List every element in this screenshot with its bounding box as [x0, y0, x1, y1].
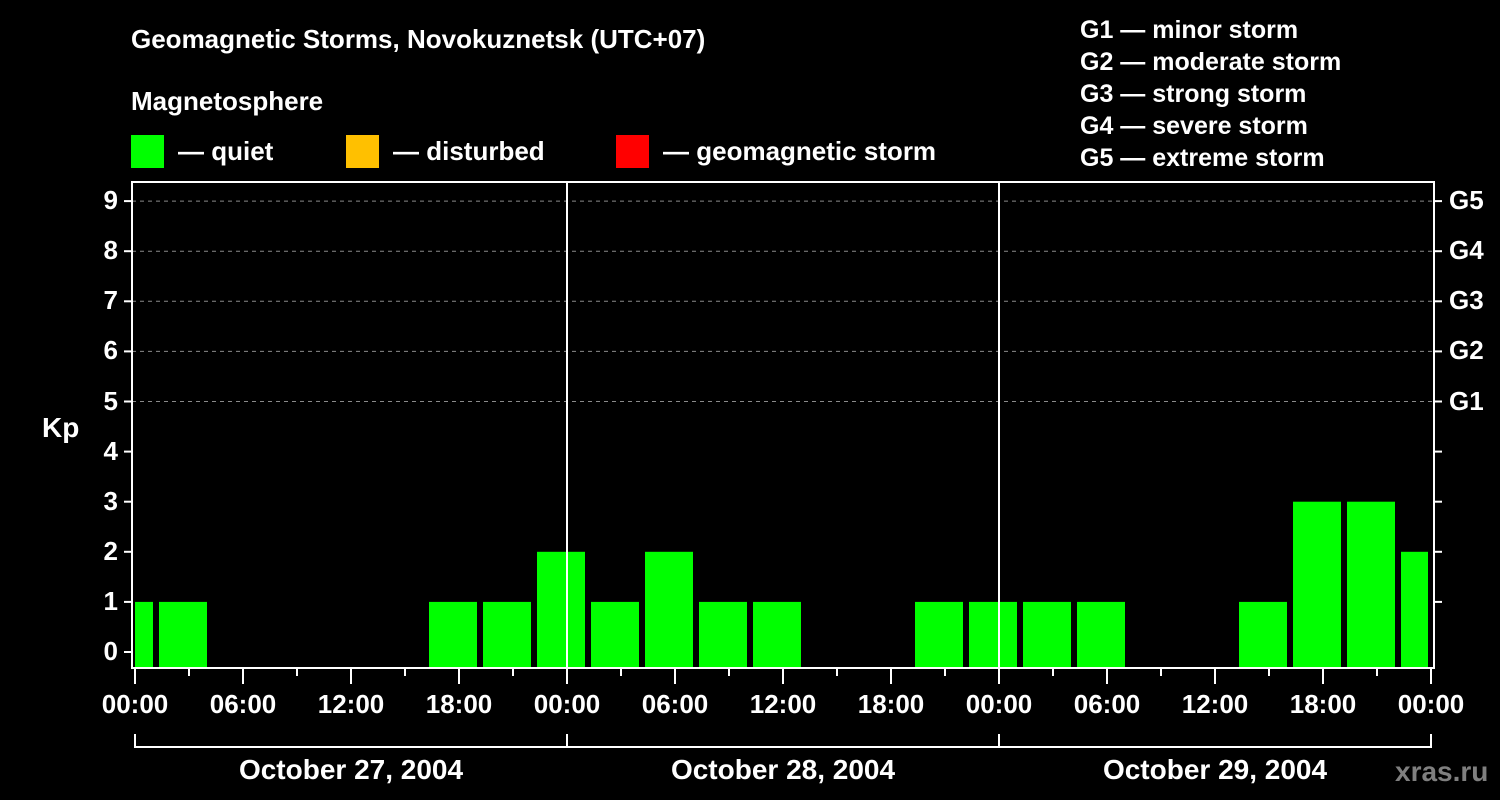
x-tick-label: 18:00: [425, 689, 493, 719]
plot-frame: [131, 181, 1435, 669]
kp-bar: [483, 601, 531, 668]
storm-swatch: [616, 134, 649, 168]
y-tick-label: 6: [103, 335, 118, 366]
y-tick-label: 9: [103, 185, 118, 216]
date-label: October 27, 2004: [238, 754, 464, 785]
g-scale-item-g3: G3 — strong storm: [1080, 80, 1307, 108]
g-tick-label: G5: [1449, 185, 1484, 216]
g-tick-label: G2: [1449, 335, 1484, 366]
x-tick-label: 00:00: [965, 689, 1033, 719]
legend-quiet-label: — quiet: [178, 135, 274, 166]
g-scale-item-g4: G4 — severe storm: [1080, 112, 1308, 140]
quiet-swatch: [131, 134, 164, 168]
chart-title: Geomagnetic Storms, Novokuznetsk (UTC+07…: [131, 24, 706, 54]
legend-disturbed: — disturbed: [346, 134, 545, 168]
g-tick-label: G4: [1449, 235, 1484, 266]
kp-bar: [915, 601, 963, 668]
legend-quiet: — quiet: [131, 134, 273, 168]
x-tick-label: 12:00: [1181, 689, 1249, 719]
y-tick-label: 0: [103, 636, 118, 666]
kp-bar: [1347, 501, 1395, 668]
y-tick-label: 3: [103, 485, 118, 516]
kp-bar: [1077, 601, 1125, 668]
g-scale-item-g2: G2 — moderate storm: [1080, 48, 1342, 76]
kp-bar: [429, 601, 477, 668]
kp-bar: [699, 601, 747, 668]
y-tick-label: 2: [103, 535, 118, 566]
y-axis-label: Kp: [42, 412, 80, 443]
x-tick-label: 06:00: [1073, 689, 1141, 719]
kp-bar: [591, 601, 639, 668]
kp-bar: [1293, 501, 1341, 668]
kp-bar: [1239, 601, 1287, 668]
x-tick-label: 18:00: [1289, 689, 1357, 719]
date-label: October 28, 2004: [670, 754, 896, 785]
x-tick-label: 00:00: [101, 689, 169, 719]
kp-bar: [537, 551, 585, 668]
date-label: October 29, 2004: [1102, 754, 1328, 785]
x-tick-label: 18:00: [857, 689, 925, 719]
g-scale-item-g5: G5 — extreme storm: [1080, 144, 1325, 172]
chart-subtitle: Magnetosphere: [131, 86, 324, 116]
legend-disturbed-label: — disturbed: [393, 135, 545, 166]
g-scale-list: G1 — minor storm G2 — moderate storm G3 …: [1080, 14, 1341, 174]
x-tick-label: 12:00: [749, 689, 817, 719]
legend-storm-label: — geomagnetic storm: [663, 135, 937, 166]
kp-bar: [645, 551, 693, 668]
g-tick-label: G3: [1449, 285, 1484, 316]
disturbed-swatch: [346, 134, 379, 168]
kp-bar: [159, 601, 207, 668]
y-tick-label: 4: [103, 435, 118, 466]
x-tick-label: 06:00: [641, 689, 709, 719]
kp-bar: [753, 601, 801, 668]
y-tick-label: 8: [103, 235, 118, 266]
watermark: xras.ru: [1395, 756, 1489, 787]
x-tick-label: 12:00: [317, 689, 385, 719]
legend-storm: — geomagnetic storm: [616, 134, 936, 168]
x-tick-label: 00:00: [1397, 689, 1465, 719]
kp-bar: [135, 601, 153, 668]
g-tick-label: G1: [1449, 385, 1484, 416]
y-tick-label: 7: [103, 285, 118, 316]
y-tick-label: 5: [103, 385, 118, 416]
x-tick-label: 06:00: [209, 689, 277, 719]
g-scale-item-g1: G1 — minor storm: [1080, 16, 1299, 44]
date-bracket: [134, 734, 1432, 748]
kp-bar: [969, 601, 1017, 668]
x-tick-label: 00:00: [533, 689, 601, 719]
kp-bar: [1401, 551, 1428, 668]
kp-bar: [1023, 601, 1071, 668]
y-tick-label: 1: [103, 585, 118, 616]
